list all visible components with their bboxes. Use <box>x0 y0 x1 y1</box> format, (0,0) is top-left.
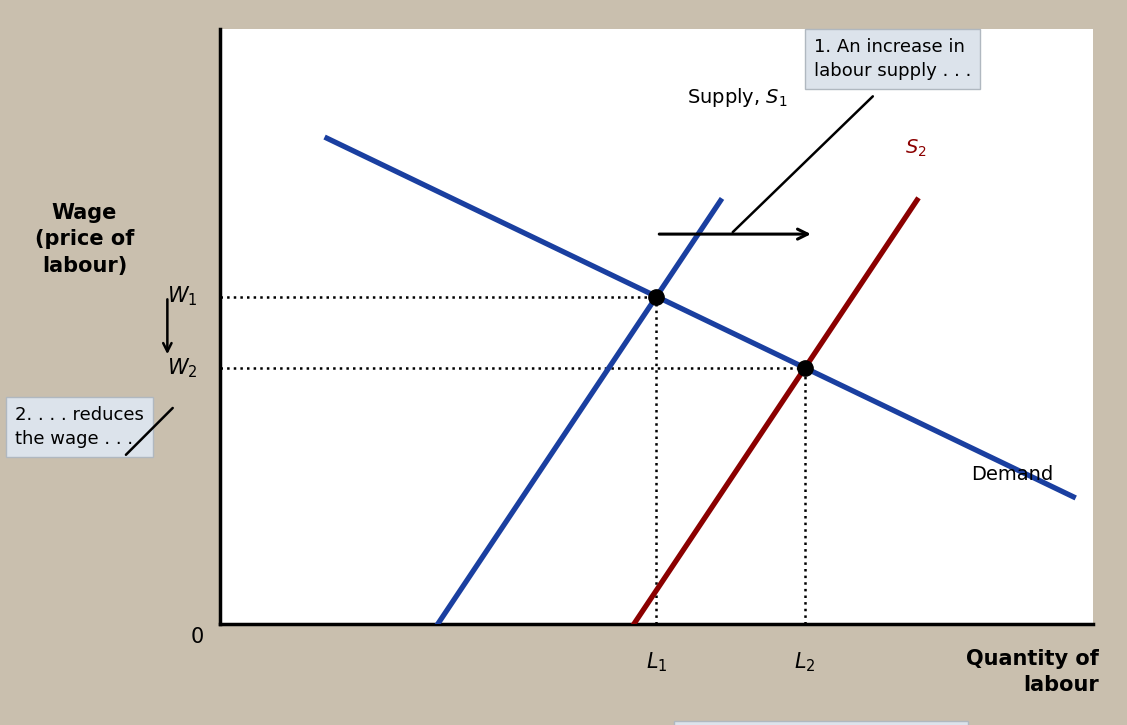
Text: $\it{W}_1$: $\it{W}_1$ <box>168 285 198 308</box>
Text: $\it{L}_2$: $\it{L}_2$ <box>795 650 816 674</box>
Text: 1. An increase in
labour supply . . .: 1. An increase in labour supply . . . <box>814 38 971 80</box>
Text: Quantity of
labour: Quantity of labour <box>966 649 1099 695</box>
Text: 2. . . . reduces
the wage . . .: 2. . . . reduces the wage . . . <box>15 406 143 447</box>
Text: Supply, $\it{S}_1$: Supply, $\it{S}_1$ <box>687 86 788 109</box>
Text: Wage
(price of
labour): Wage (price of labour) <box>35 203 134 276</box>
Text: $\it{S}_2$: $\it{S}_2$ <box>905 137 928 159</box>
Text: Demand: Demand <box>971 465 1053 484</box>
Text: 0: 0 <box>190 627 204 647</box>
Text: $\it{W}_2$: $\it{W}_2$ <box>168 356 198 380</box>
Text: $\it{L}_1$: $\it{L}_1$ <box>646 650 667 674</box>
